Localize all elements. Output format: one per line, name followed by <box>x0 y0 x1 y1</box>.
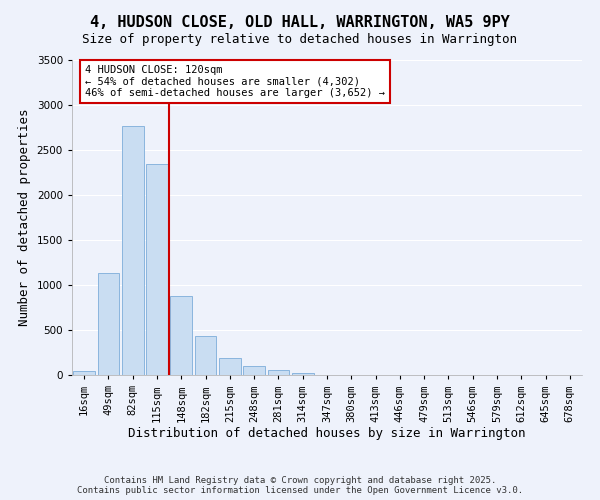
Text: 4, HUDSON CLOSE, OLD HALL, WARRINGTON, WA5 9PY: 4, HUDSON CLOSE, OLD HALL, WARRINGTON, W… <box>90 15 510 30</box>
Bar <box>243 366 265 375</box>
Bar <box>146 164 168 375</box>
Bar <box>292 373 314 375</box>
Bar <box>170 296 192 375</box>
X-axis label: Distribution of detached houses by size in Warrington: Distribution of detached houses by size … <box>128 427 526 440</box>
Bar <box>97 274 119 375</box>
Bar <box>194 336 217 375</box>
Bar <box>73 370 95 375</box>
Text: Size of property relative to detached houses in Warrington: Size of property relative to detached ho… <box>83 32 517 46</box>
Y-axis label: Number of detached properties: Number of detached properties <box>18 109 31 326</box>
Text: Contains HM Land Registry data © Crown copyright and database right 2025.
Contai: Contains HM Land Registry data © Crown c… <box>77 476 523 495</box>
Bar <box>268 370 289 375</box>
Bar <box>122 126 143 375</box>
Bar <box>219 358 241 375</box>
Text: 4 HUDSON CLOSE: 120sqm
← 54% of detached houses are smaller (4,302)
46% of semi-: 4 HUDSON CLOSE: 120sqm ← 54% of detached… <box>85 64 385 98</box>
